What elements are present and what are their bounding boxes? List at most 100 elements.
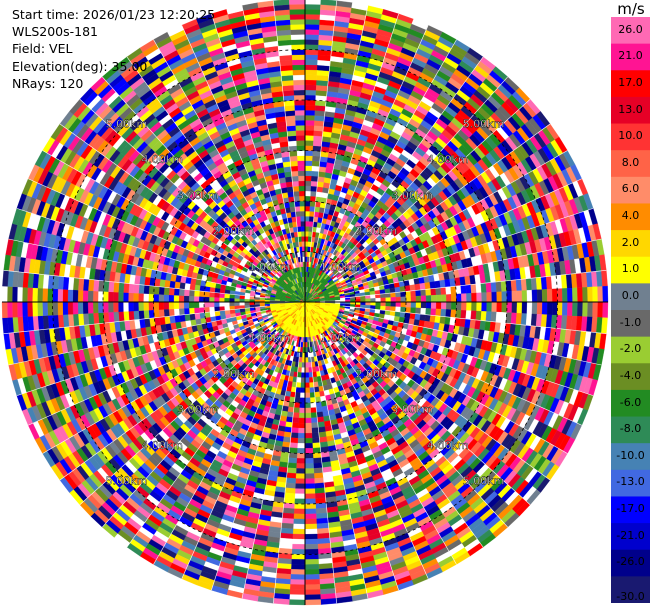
range-gate <box>496 301 503 313</box>
range-gate <box>435 287 442 296</box>
range-gate <box>399 311 406 318</box>
range-gate <box>304 392 311 399</box>
range-gate <box>287 406 295 413</box>
range-gate <box>304 488 316 495</box>
range-gate <box>602 301 609 319</box>
range-gate <box>315 191 323 198</box>
range-gate <box>304 377 310 383</box>
range-gate <box>286 467 297 474</box>
range-gate <box>370 298 376 303</box>
range-gate <box>304 210 310 217</box>
range-gate <box>414 283 421 291</box>
range-gate <box>567 287 573 303</box>
range-gate <box>404 285 411 292</box>
range-gate <box>481 292 487 303</box>
range-gate <box>314 105 326 112</box>
range-gate <box>420 307 427 315</box>
range-gate <box>316 411 324 418</box>
range-gate <box>304 594 321 601</box>
range-gate <box>316 186 324 193</box>
range-gate <box>313 472 324 479</box>
range-gate <box>440 287 447 296</box>
range-gate <box>291 543 306 550</box>
range-gate <box>294 503 306 510</box>
range-gate <box>390 306 396 312</box>
range-gate <box>521 290 528 303</box>
range-gate <box>430 308 437 316</box>
range-gate <box>476 292 482 303</box>
range-gate <box>577 301 583 317</box>
range-gate <box>304 160 313 166</box>
range-gate <box>290 574 306 580</box>
range-gate <box>415 307 422 315</box>
range-gate <box>298 412 306 419</box>
range-gate <box>404 312 411 319</box>
range-gate <box>304 589 321 596</box>
range-gate <box>311 422 319 429</box>
range-gate <box>400 291 407 298</box>
range-gate <box>480 282 487 293</box>
range-gate <box>294 498 306 505</box>
range-gate <box>485 311 492 322</box>
range-gate <box>304 104 316 111</box>
range-gate <box>304 422 312 429</box>
range-gate <box>470 310 477 321</box>
range-gate <box>410 301 417 308</box>
range-gate <box>298 422 306 429</box>
range-gate <box>445 309 452 318</box>
range-gate <box>304 54 319 61</box>
range-gate <box>304 64 318 71</box>
range-gate <box>304 523 318 530</box>
range-gate <box>314 482 325 489</box>
range-gate <box>304 195 311 202</box>
range-gate <box>451 301 457 311</box>
range-gate <box>592 301 599 318</box>
range-gate <box>304 493 316 500</box>
range-gate <box>430 294 437 303</box>
range-gate <box>301 362 306 368</box>
range-gate <box>461 293 467 303</box>
range-gate <box>475 283 482 294</box>
range-gate <box>304 417 312 424</box>
range-gate <box>304 120 315 126</box>
range-gate <box>310 417 318 424</box>
range-gate <box>304 559 319 565</box>
range-gate <box>495 281 502 293</box>
range-gate <box>304 170 313 177</box>
range-gate <box>304 190 311 197</box>
range-gate <box>304 443 313 449</box>
range-gate <box>295 483 306 490</box>
range-gate <box>304 205 311 212</box>
range-gate <box>313 140 323 147</box>
range-gate <box>304 473 315 479</box>
range-gate <box>304 175 312 182</box>
range-gate <box>287 462 297 469</box>
range-gate <box>295 473 306 479</box>
range-gate <box>562 301 568 316</box>
range-gate <box>490 311 497 323</box>
range-gate <box>304 367 309 373</box>
range-gate <box>290 432 299 439</box>
range-gate <box>311 160 320 167</box>
range-gate <box>551 288 558 303</box>
range-gate <box>314 391 321 398</box>
range-gate <box>294 397 301 404</box>
range-gate <box>541 301 548 315</box>
range-gate <box>531 301 538 315</box>
range-gate <box>385 301 392 307</box>
range-gate <box>284 492 296 499</box>
range-gate <box>294 488 306 495</box>
range-gate <box>292 523 306 530</box>
range-gate <box>314 492 326 499</box>
range-gate <box>511 290 518 303</box>
range-gate <box>304 8 321 15</box>
range-gate <box>526 289 533 303</box>
range-gate <box>304 24 320 30</box>
range-gate <box>299 392 306 399</box>
range-gate <box>486 292 493 303</box>
range-gate <box>311 437 320 444</box>
range-gate <box>304 44 319 50</box>
range-gate <box>531 289 538 303</box>
range-gate <box>304 49 319 56</box>
range-gate <box>304 89 317 96</box>
